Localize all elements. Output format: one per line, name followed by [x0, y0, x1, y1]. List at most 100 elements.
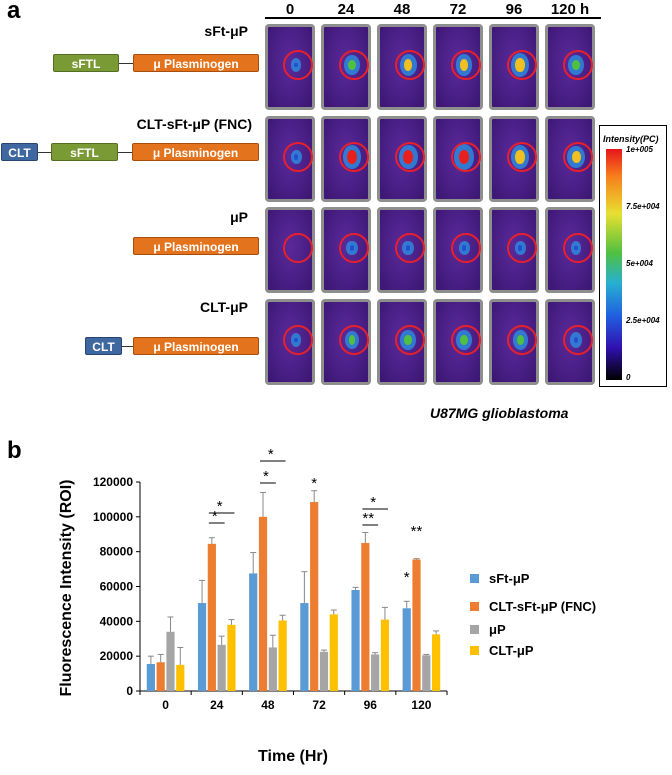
- significance-mark: **: [411, 523, 423, 540]
- imaging-tile: [377, 24, 427, 110]
- scale-tick-label: 1e+005: [626, 145, 653, 154]
- bar: [217, 644, 226, 691]
- tumor-roi-circle: [283, 233, 313, 263]
- legend-label: CLT-sFt-μP (FNC): [489, 599, 596, 614]
- bar: [146, 664, 155, 691]
- construct-linker: [119, 63, 133, 64]
- tumor-roi-circle: [395, 233, 425, 263]
- panel-b-label: b: [7, 437, 22, 464]
- imaging-tile: [489, 207, 539, 293]
- significance-mark: *: [268, 446, 274, 463]
- construct-part: μ Plasminogen: [133, 237, 259, 255]
- bar: [402, 608, 411, 691]
- construct-part: sFTL: [51, 143, 118, 161]
- legend-swatch: [470, 602, 479, 611]
- bar: [176, 664, 185, 691]
- imaging-tile: [377, 116, 427, 202]
- imaging-tile: [433, 299, 483, 385]
- tumor-roi-circle: [507, 325, 537, 355]
- construct-title: sFt-μP: [204, 23, 248, 39]
- tumor-roi-circle: [395, 325, 425, 355]
- x-tick-label: 0: [162, 698, 169, 712]
- bar: [412, 559, 421, 691]
- construct-part: CLT: [85, 337, 122, 355]
- construct-part: μ Plasminogen: [133, 337, 259, 355]
- tumor-roi-circle: [563, 325, 593, 355]
- construct-part: μ Plasminogen: [133, 54, 259, 72]
- imaging-tile: [321, 24, 371, 110]
- tumor-roi-circle: [395, 50, 425, 80]
- scale-gradient: [606, 149, 622, 380]
- significance-mark: *: [212, 508, 218, 525]
- bar: [371, 654, 380, 691]
- tumor-roi-circle: [451, 233, 481, 263]
- panel-a-label: a: [7, 0, 21, 24]
- time-label: 72: [449, 1, 467, 18]
- imaging-tile: [321, 299, 371, 385]
- construct-title: μP: [230, 209, 248, 225]
- time-axis-bar: [265, 17, 601, 19]
- tumor-roi-circle: [563, 50, 593, 80]
- imaging-tile: [545, 24, 595, 110]
- significance-mark: *: [311, 475, 317, 492]
- bar: [319, 651, 329, 691]
- panel-a-caption: U87MG glioblastoma: [430, 405, 569, 421]
- intensity-scale: Intensity(PC) 1e+005 7.5e+004 5e+004 2.5e+0…: [599, 125, 667, 387]
- legend-label: CLT-μP: [489, 643, 534, 658]
- time-label: 48: [393, 1, 411, 18]
- tumor-roi-circle: [395, 142, 425, 172]
- significance-mark: *: [404, 569, 410, 586]
- tumor-roi-circle: [339, 142, 369, 172]
- time-label: 0: [285, 1, 295, 18]
- construct-part: μ Plasminogen: [132, 143, 259, 161]
- tumor-roi-circle: [339, 50, 369, 80]
- y-tick-label: 20000: [100, 649, 134, 663]
- imaging-tile: [265, 207, 315, 293]
- tumor-roi-circle: [563, 233, 593, 263]
- bar: [310, 502, 319, 691]
- imaging-tile: [489, 299, 539, 385]
- imaging-tile: [545, 207, 595, 293]
- x-axis-title: Time (Hr): [258, 748, 328, 765]
- time-label: 120 h: [550, 1, 590, 18]
- bar: [197, 603, 207, 691]
- imaging-tile: [265, 24, 315, 110]
- scale-tick-label: 7.5e+004: [626, 202, 660, 211]
- legend-label: μP: [489, 622, 506, 637]
- legend-swatch: [470, 646, 479, 655]
- imaging-tile: [545, 116, 595, 202]
- y-tick-label: 120000: [93, 475, 133, 489]
- bar: [432, 634, 441, 691]
- construct-linker: [118, 152, 132, 153]
- bar: [300, 603, 309, 691]
- tumor-roi-circle: [507, 142, 537, 172]
- tumor-roi-circle: [339, 233, 369, 263]
- tumor-roi-circle: [451, 142, 481, 172]
- tumor-roi-circle: [451, 325, 481, 355]
- scale-tick-label: 5e+004: [626, 259, 653, 268]
- x-tick-label: 120: [411, 698, 431, 712]
- imaging-tile: [489, 116, 539, 202]
- significance-mark: *: [217, 498, 223, 515]
- y-axis-title: Fluorescence Intensity (ROI): [58, 480, 75, 697]
- imaging-tile: [377, 299, 427, 385]
- imaging-tile: [265, 116, 315, 202]
- imaging-tile: [489, 24, 539, 110]
- y-tick-label: 80000: [100, 545, 134, 559]
- time-label: 96: [505, 1, 523, 18]
- tumor-roi-circle: [507, 233, 537, 263]
- y-tick-label: 0: [126, 684, 133, 698]
- imaging-tile: [545, 299, 595, 385]
- bar: [156, 662, 165, 691]
- bar: [361, 542, 370, 691]
- bar: [422, 655, 431, 691]
- significance-mark: *: [263, 468, 269, 485]
- construct-title: CLT-sFt-μP (FNC): [136, 116, 252, 132]
- imaging-tile: [433, 24, 483, 110]
- tumor-roi-circle: [283, 50, 313, 80]
- construct-title: CLT-μP: [200, 299, 248, 315]
- bar: [278, 620, 287, 691]
- bar-chart: 0 20000 40000 60000 80000 100000 120000 0 24 48 72…: [58, 446, 596, 765]
- tumor-roi-circle: [283, 142, 313, 172]
- tumor-roi-circle: [451, 50, 481, 80]
